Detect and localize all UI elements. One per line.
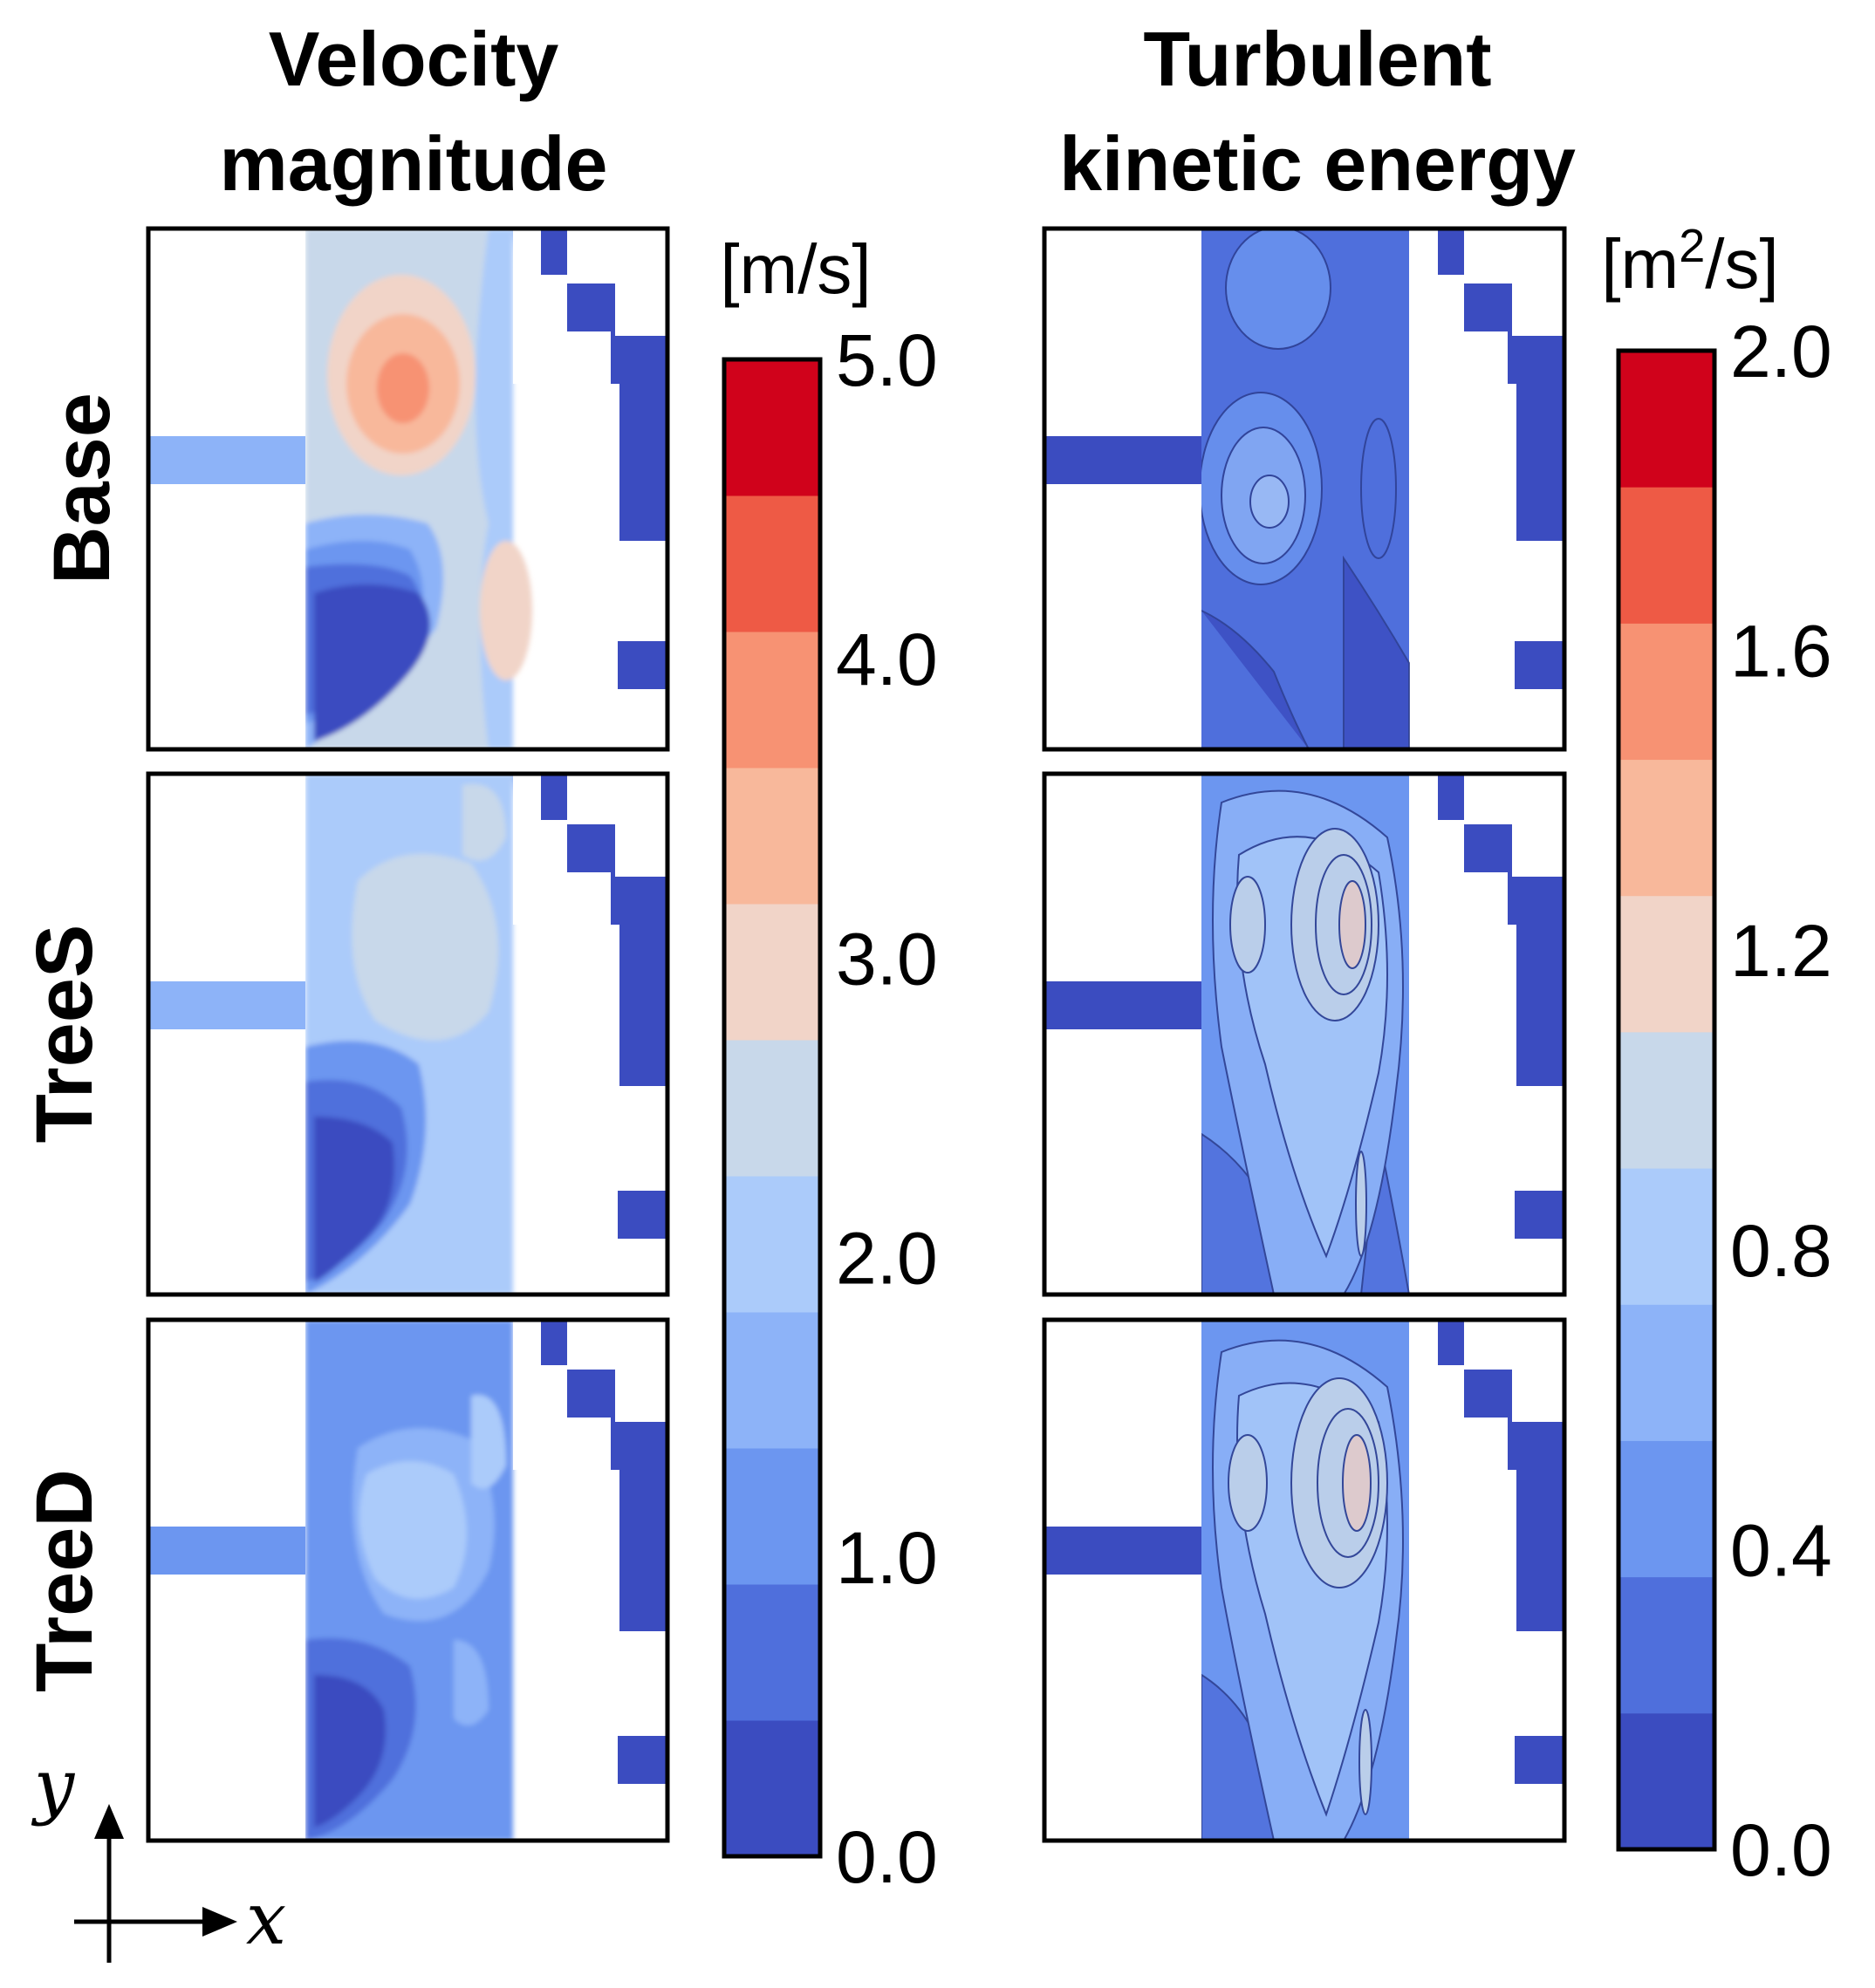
tke-cbar-level-1 <box>1618 1576 1714 1714</box>
tke-panel-treed <box>1044 1320 1564 1841</box>
panel-frames <box>146 226 1567 1843</box>
tke-cbar-level-5 <box>1618 1031 1714 1169</box>
row-label-base: Base <box>38 393 127 584</box>
tke-cbar-level-0 <box>1618 1712 1714 1850</box>
tke-unit-tail: /s] <box>1705 225 1778 303</box>
vel-cbar-level-9 <box>724 495 820 632</box>
tke-cbar-level-9 <box>1618 487 1714 624</box>
tke-unit-base: [m <box>1601 225 1679 303</box>
tke-cbar-level-4 <box>1618 1168 1714 1305</box>
velocity-title-line1: Velocity <box>269 16 559 102</box>
tke-unit-label: [m2/s] <box>1601 220 1778 303</box>
velocity-title-line2: magnitude <box>220 120 608 207</box>
vel-cbar-tick-label: 2.0 <box>836 1218 938 1300</box>
tke-cbar-level-7 <box>1618 759 1714 897</box>
vel-cbar-level-2 <box>724 1448 820 1585</box>
frame-vel-trees <box>146 771 670 1297</box>
vel-cbar-level-10 <box>724 359 820 496</box>
tke-cbar-tick-label: 1.6 <box>1730 611 1832 693</box>
tke-cbar-level-6 <box>1618 895 1714 1033</box>
vel-cbar-level-8 <box>724 632 820 769</box>
velocity-panel-treed <box>148 1320 667 1841</box>
tke-title-line2: kinetic energy <box>1059 120 1576 207</box>
vel-cbar-level-4 <box>724 1176 820 1313</box>
velocity-unit-label: [m/s] <box>720 230 871 308</box>
vel-cbar-level-1 <box>724 1584 820 1721</box>
vel-cbar-tick-label: 0.0 <box>836 1816 938 1898</box>
tke-cbar-level-8 <box>1618 623 1714 761</box>
axes-glyph: y x <box>31 1745 286 1963</box>
vel-cbar-tick-label: 1.0 <box>836 1517 938 1599</box>
vel-cbar-level-0 <box>724 1720 820 1857</box>
vel-base-dark-wall <box>541 229 667 541</box>
tke-cbar-tick-label: 1.2 <box>1730 910 1832 992</box>
velocity-panel-base <box>148 229 667 749</box>
vel-cbar-tick-label: 3.0 <box>836 918 938 1000</box>
tke-cbar-tick-label: 2.0 <box>1730 311 1832 393</box>
velocity-colorbar: 0.0 1.0 2.0 3.0 4.0 5.0 <box>722 319 938 1898</box>
tke-cbar-level-10 <box>1618 351 1714 488</box>
frame-vel-base <box>146 226 670 752</box>
vel-cbar-tick-label: 4.0 <box>836 618 938 700</box>
vel-cbar-level-6 <box>724 904 820 1041</box>
tke-title-line1: Turbulent <box>1143 16 1491 102</box>
tke-cbar-tick-label: 0.8 <box>1730 1210 1832 1292</box>
tke-unit-sup: 2 <box>1679 220 1705 272</box>
tke-cbar-frame <box>1616 348 1717 1852</box>
frame-tke-trees <box>1042 771 1567 1297</box>
tke-cbar-tick-label: 0.0 <box>1730 1809 1832 1891</box>
tke-colorbar: 0.0 0.4 0.8 1.2 1.6 2.0 <box>1616 311 1832 1891</box>
x-axis-arrowhead <box>202 1907 237 1937</box>
tke-panel-trees <box>1044 774 1564 1295</box>
vel-treed-high-region <box>359 1461 467 1599</box>
vel-cbar-tick-label: 5.0 <box>836 319 938 401</box>
row-label-trees: TreeS <box>20 925 109 1144</box>
vel-trees-high-region <box>352 853 499 1041</box>
x-axis-label: x <box>246 1878 286 1961</box>
vel-cbar-frame <box>722 357 823 1859</box>
vel-cbar-level-3 <box>724 1312 820 1449</box>
y-axis-label: y <box>31 1745 76 1827</box>
vel-cbar-level-7 <box>724 768 820 905</box>
tke-cbar-level-2 <box>1618 1440 1714 1578</box>
frame-vel-treed <box>146 1317 670 1843</box>
frame-tke-base <box>1042 226 1567 752</box>
tke-trees-peak <box>1338 880 1366 969</box>
y-axis-arrowhead <box>94 1804 124 1839</box>
row-label-treed: TreeD <box>20 1469 109 1692</box>
tke-cbar-tick-label: 0.4 <box>1730 1509 1832 1591</box>
tke-panel-base <box>1044 229 1564 749</box>
frame-tke-treed <box>1042 1317 1567 1843</box>
vel-cbar-level-5 <box>724 1040 820 1177</box>
tke-treed-peak <box>1342 1434 1372 1532</box>
velocity-panel-trees <box>148 774 667 1295</box>
tke-cbar-level-3 <box>1618 1304 1714 1441</box>
